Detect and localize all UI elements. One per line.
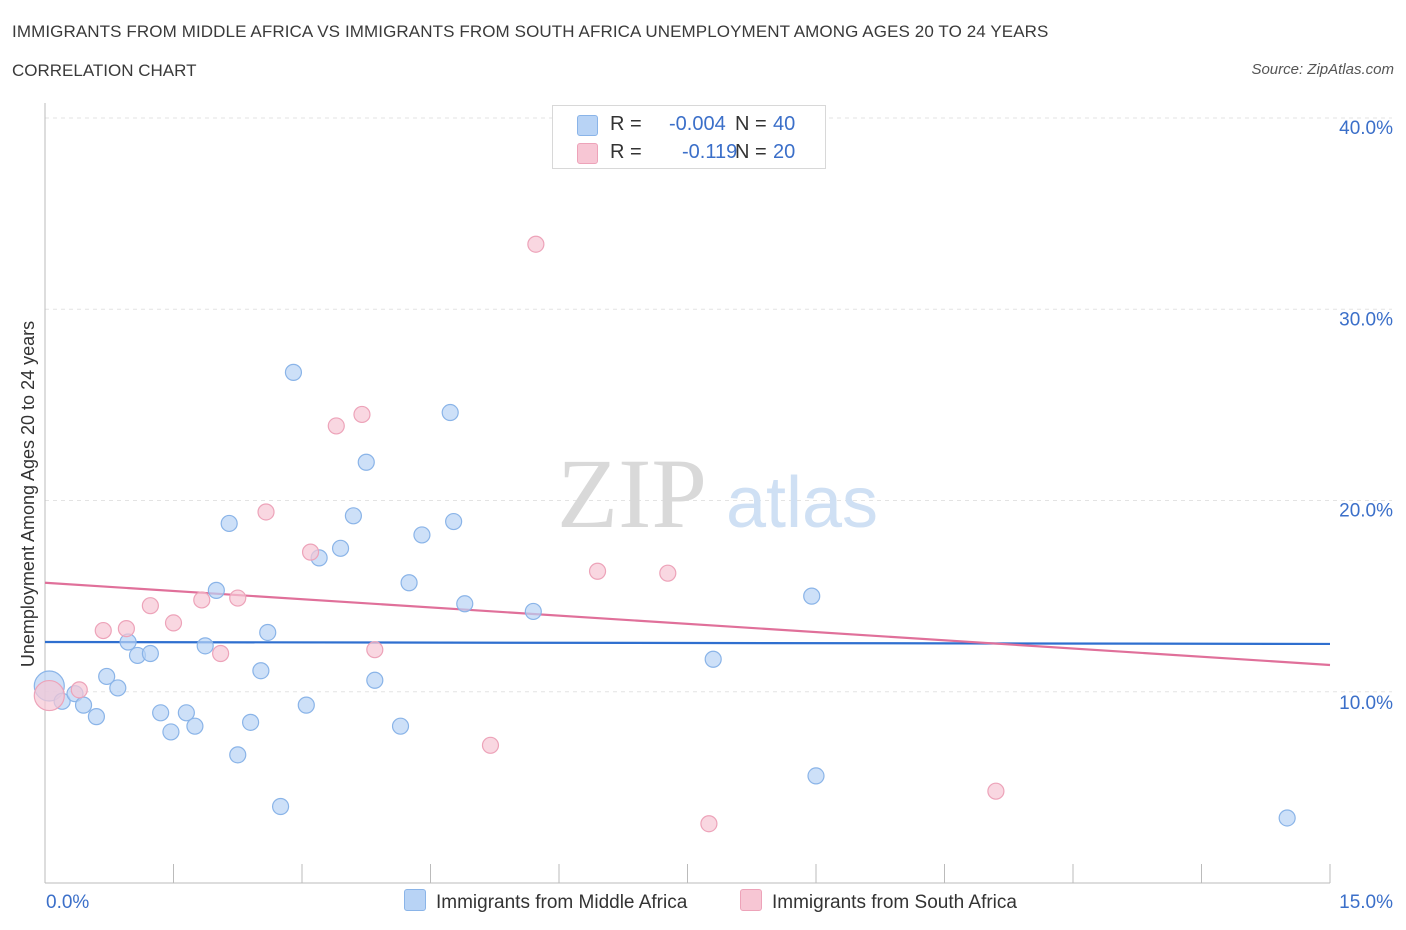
point-middle-africa bbox=[207, 581, 225, 599]
point-middle-africa bbox=[177, 704, 195, 722]
gridlines bbox=[45, 117, 1392, 693]
trend-lines bbox=[44, 581, 1331, 667]
legend-item-south-africa: Immigrants from South Africa bbox=[740, 889, 1017, 914]
point-middle-africa bbox=[366, 671, 384, 689]
chart-subtitle: CORRELATION CHART bbox=[12, 61, 197, 80]
point-middle-africa bbox=[391, 717, 410, 735]
y-tick-label: 30.0% bbox=[1339, 309, 1393, 330]
point-south-africa bbox=[193, 591, 211, 609]
point-middle-africa bbox=[456, 595, 474, 613]
point-middle-africa bbox=[441, 403, 459, 422]
y-tick-label: 40.0% bbox=[1339, 118, 1393, 139]
watermark: ZIP atlas bbox=[557, 438, 878, 549]
point-south-africa bbox=[229, 589, 247, 607]
point-middle-africa bbox=[152, 704, 170, 722]
legend-n-label: N = bbox=[735, 113, 767, 135]
legend-n-value: 20 bbox=[773, 141, 796, 163]
x-tick-label: 15.0% bbox=[1339, 892, 1393, 913]
point-south-africa bbox=[257, 503, 275, 521]
point-middle-africa bbox=[524, 602, 542, 621]
point-south-africa bbox=[301, 543, 320, 561]
point-middle-africa bbox=[162, 723, 180, 741]
legend-swatch-pink bbox=[740, 889, 762, 911]
point-south-africa bbox=[117, 620, 135, 638]
point-south-africa bbox=[33, 679, 65, 712]
point-middle-africa bbox=[220, 514, 238, 533]
point-middle-africa bbox=[98, 667, 116, 686]
legend-r-value: -0.119 bbox=[682, 141, 738, 163]
point-middle-africa bbox=[141, 644, 159, 663]
point-south-africa bbox=[527, 235, 545, 253]
point-south-africa bbox=[987, 782, 1005, 800]
point-south-africa bbox=[141, 597, 159, 615]
legend-label-south-africa: Immigrants from South Africa bbox=[772, 892, 1017, 913]
point-middle-africa bbox=[259, 623, 277, 642]
point-middle-africa bbox=[186, 717, 204, 735]
legend-swatch-blue bbox=[577, 115, 598, 136]
point-south-africa bbox=[366, 641, 384, 659]
point-south-africa bbox=[700, 815, 718, 833]
point-middle-africa bbox=[252, 662, 270, 680]
legend-item-middle-africa: Immigrants from Middle Africa bbox=[404, 889, 687, 914]
point-south-africa bbox=[94, 621, 112, 640]
y-tick-label: 20.0% bbox=[1339, 501, 1393, 522]
point-middle-africa bbox=[357, 453, 375, 471]
point-middle-africa bbox=[242, 713, 260, 731]
source-credit: Source: ZipAtlas.com bbox=[1251, 61, 1394, 78]
point-middle-africa bbox=[413, 526, 431, 544]
legend-n-value: 40 bbox=[773, 113, 796, 135]
point-middle-africa bbox=[229, 746, 247, 764]
point-middle-africa bbox=[400, 574, 418, 592]
point-south-africa bbox=[70, 681, 88, 699]
chart-title: IMMIGRANTS FROM MIDDLE AFRICA VS IMMIGRA… bbox=[12, 22, 1049, 41]
point-middle-africa bbox=[331, 539, 350, 557]
trend-line-south-africa bbox=[44, 581, 1331, 667]
legend-swatch-pink bbox=[577, 143, 598, 164]
legend-r-label: R = bbox=[610, 113, 642, 135]
x-tick-label: 0.0% bbox=[46, 892, 89, 913]
axes: 10.0% 20.0% 30.0% 40.0% 0.0% 15.0% bbox=[44, 103, 1393, 913]
point-middle-africa bbox=[284, 363, 303, 381]
point-middle-africa bbox=[271, 797, 290, 816]
trend-line-middle-africa bbox=[44, 640, 1331, 646]
point-south-africa bbox=[481, 736, 500, 754]
point-middle-africa bbox=[74, 696, 93, 714]
point-middle-africa bbox=[109, 679, 127, 697]
point-south-africa bbox=[659, 564, 677, 582]
point-middle-africa bbox=[87, 708, 106, 726]
point-middle-africa bbox=[1278, 809, 1296, 827]
point-middle-africa bbox=[704, 650, 722, 668]
point-middle-africa bbox=[297, 696, 315, 714]
y-axis-label: Unemployment Among Ages 20 to 24 years bbox=[18, 321, 38, 667]
point-middle-africa bbox=[807, 767, 825, 785]
stats-legend: R = -0.004 N = 40 R = -0.119 N = 20 bbox=[552, 105, 826, 169]
point-middle-africa bbox=[803, 587, 821, 605]
watermark-atlas: atlas bbox=[726, 463, 878, 543]
point-south-africa bbox=[327, 417, 345, 435]
point-south-africa bbox=[164, 614, 183, 632]
data-points bbox=[33, 235, 1296, 833]
legend-r-value: -0.004 bbox=[669, 113, 726, 135]
point-south-africa bbox=[353, 405, 371, 424]
legend-swatch-blue bbox=[404, 889, 426, 911]
legend-n-label: N = bbox=[735, 141, 767, 163]
point-middle-africa bbox=[445, 512, 463, 531]
point-south-africa bbox=[212, 644, 230, 663]
legend-r-label: R = bbox=[610, 141, 642, 163]
point-middle-africa bbox=[344, 507, 362, 525]
legend-label-middle-africa: Immigrants from Middle Africa bbox=[436, 892, 688, 913]
point-south-africa bbox=[588, 562, 607, 580]
y-tick-label: 10.0% bbox=[1339, 693, 1393, 714]
watermark-zip: ZIP bbox=[557, 438, 707, 549]
point-middle-africa bbox=[196, 637, 214, 655]
